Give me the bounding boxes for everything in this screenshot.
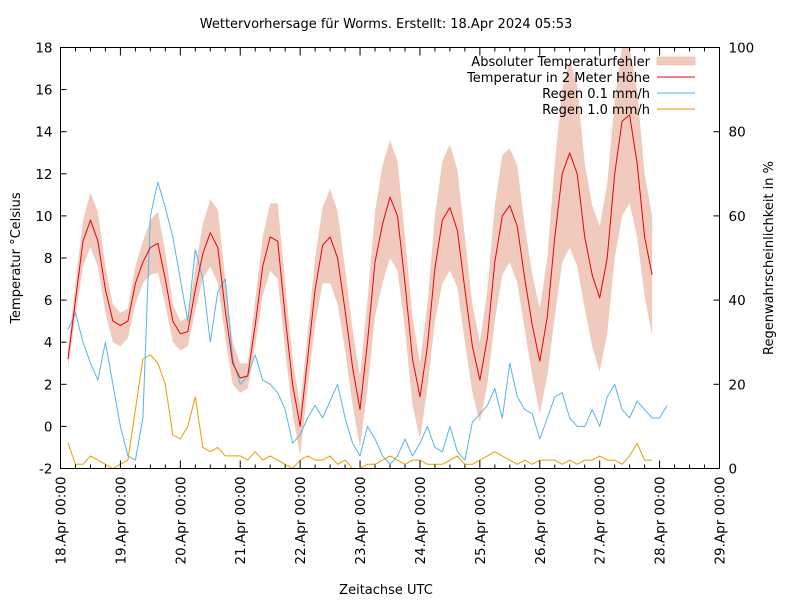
x-tick-label: 18.Apr 00:00 — [54, 477, 70, 565]
y2-tick-label: 60 — [729, 209, 746, 225]
legend-label: Absoluter Temperaturfehler — [471, 55, 650, 70]
x-tick-label: 19.Apr 00:00 — [113, 477, 129, 565]
y-tick-label: 8 — [44, 251, 53, 267]
x-tick-label: 29.Apr 00:00 — [713, 477, 729, 565]
y-tick-label: 2 — [44, 377, 53, 393]
y-tick-label: 0 — [44, 419, 53, 435]
y-tick-label: 4 — [44, 335, 53, 351]
x-tick-label: 25.Apr 00:00 — [473, 477, 489, 565]
chart-title: Wettervorhersage für Worms. Erstellt: 18… — [200, 17, 573, 32]
legend-label: Regen 0.1 mm/h — [542, 87, 650, 102]
x-tick-label: 21.Apr 00:00 — [233, 477, 249, 565]
legend-label: Temperatur in 2 Meter Höhe — [466, 71, 650, 86]
x-tick-label: 20.Apr 00:00 — [173, 477, 189, 565]
x-tick-label: 22.Apr 00:00 — [293, 477, 309, 565]
y-tick-label: 10 — [35, 209, 52, 225]
y2-axis-label: Regenwahrscheinlichkeit in % — [762, 161, 777, 355]
y-tick-label: 12 — [35, 167, 52, 183]
rain-01mm-line — [67, 181, 668, 465]
y2-tick-label: 100 — [729, 41, 755, 57]
legend-label: Regen 1.0 mm/h — [542, 103, 650, 118]
y2-tick-label: 80 — [729, 125, 746, 141]
y-tick-label: 18 — [35, 41, 52, 57]
x-tick-label: 26.Apr 00:00 — [533, 477, 549, 565]
y-tick-label: 16 — [35, 83, 52, 99]
x-tick-label: 23.Apr 00:00 — [353, 477, 369, 565]
legend-swatch-band — [656, 56, 696, 66]
x-tick-label: 28.Apr 00:00 — [653, 477, 669, 565]
y2-tick-label: 0 — [729, 462, 738, 478]
y-axis-label: Temperatur °Celsius — [9, 192, 24, 325]
axis-ticks: -2 0 2 4 6 8 10 12 14 16 18 0 20 40 60 80 100 18.Apr 00:0… — [35, 41, 754, 565]
temperature-line — [67, 114, 653, 427]
y2-tick-label: 40 — [729, 293, 746, 309]
y-tick-label: 6 — [44, 293, 53, 309]
x-tick-label: 24.Apr 00:00 — [413, 477, 429, 565]
x-axis-label: Zeitachse UTC — [339, 583, 433, 598]
y-tick-label: 14 — [35, 125, 52, 141]
y-tick-label: -2 — [39, 462, 52, 478]
x-tick-label: 27.Apr 00:00 — [593, 477, 609, 565]
y2-tick-label: 20 — [729, 377, 746, 393]
